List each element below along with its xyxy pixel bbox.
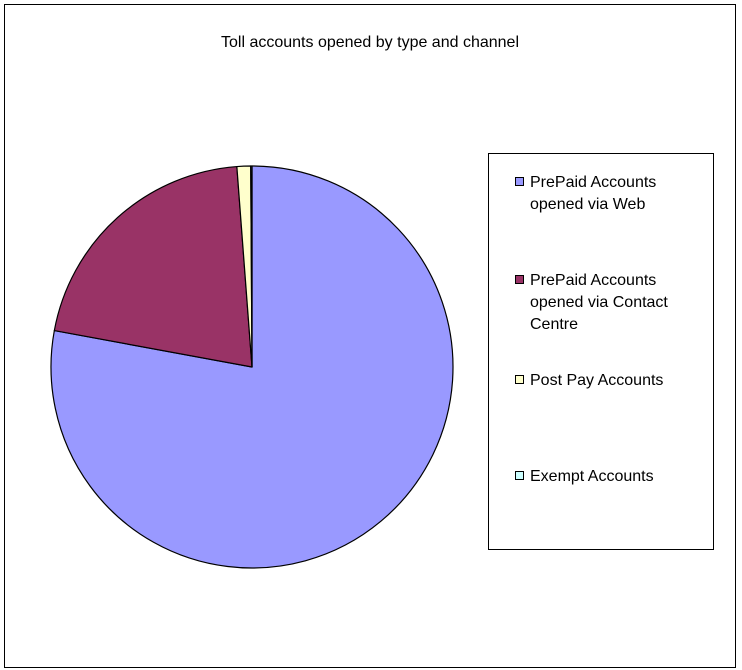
legend: PrePaid Accounts opened via Web PrePaid …: [488, 153, 714, 550]
chart-area: Toll accounts opened by type and channel…: [4, 4, 736, 668]
legend-label-web: PrePaid Accounts opened via Web: [530, 174, 657, 213]
pie-slice-exempt: [250, 165, 253, 368]
chart-title: Toll accounts opened by type and channel: [221, 34, 519, 51]
legend-label-exempt: Exempt Accounts: [530, 468, 654, 485]
legend-swatch-contact-centre: [515, 275, 524, 284]
legend-label-contact-centre: PrePaid Accounts opened via Contact Cent…: [530, 272, 668, 333]
pie-slice-contact-centre: [53, 165, 253, 368]
legend-swatch-post-pay: [515, 375, 524, 384]
legend-swatch-exempt: [515, 471, 524, 480]
legend-label-post-pay: Post Pay Accounts: [530, 372, 664, 389]
legend-swatch-web: [515, 177, 524, 186]
pie-chart: [50, 165, 454, 569]
